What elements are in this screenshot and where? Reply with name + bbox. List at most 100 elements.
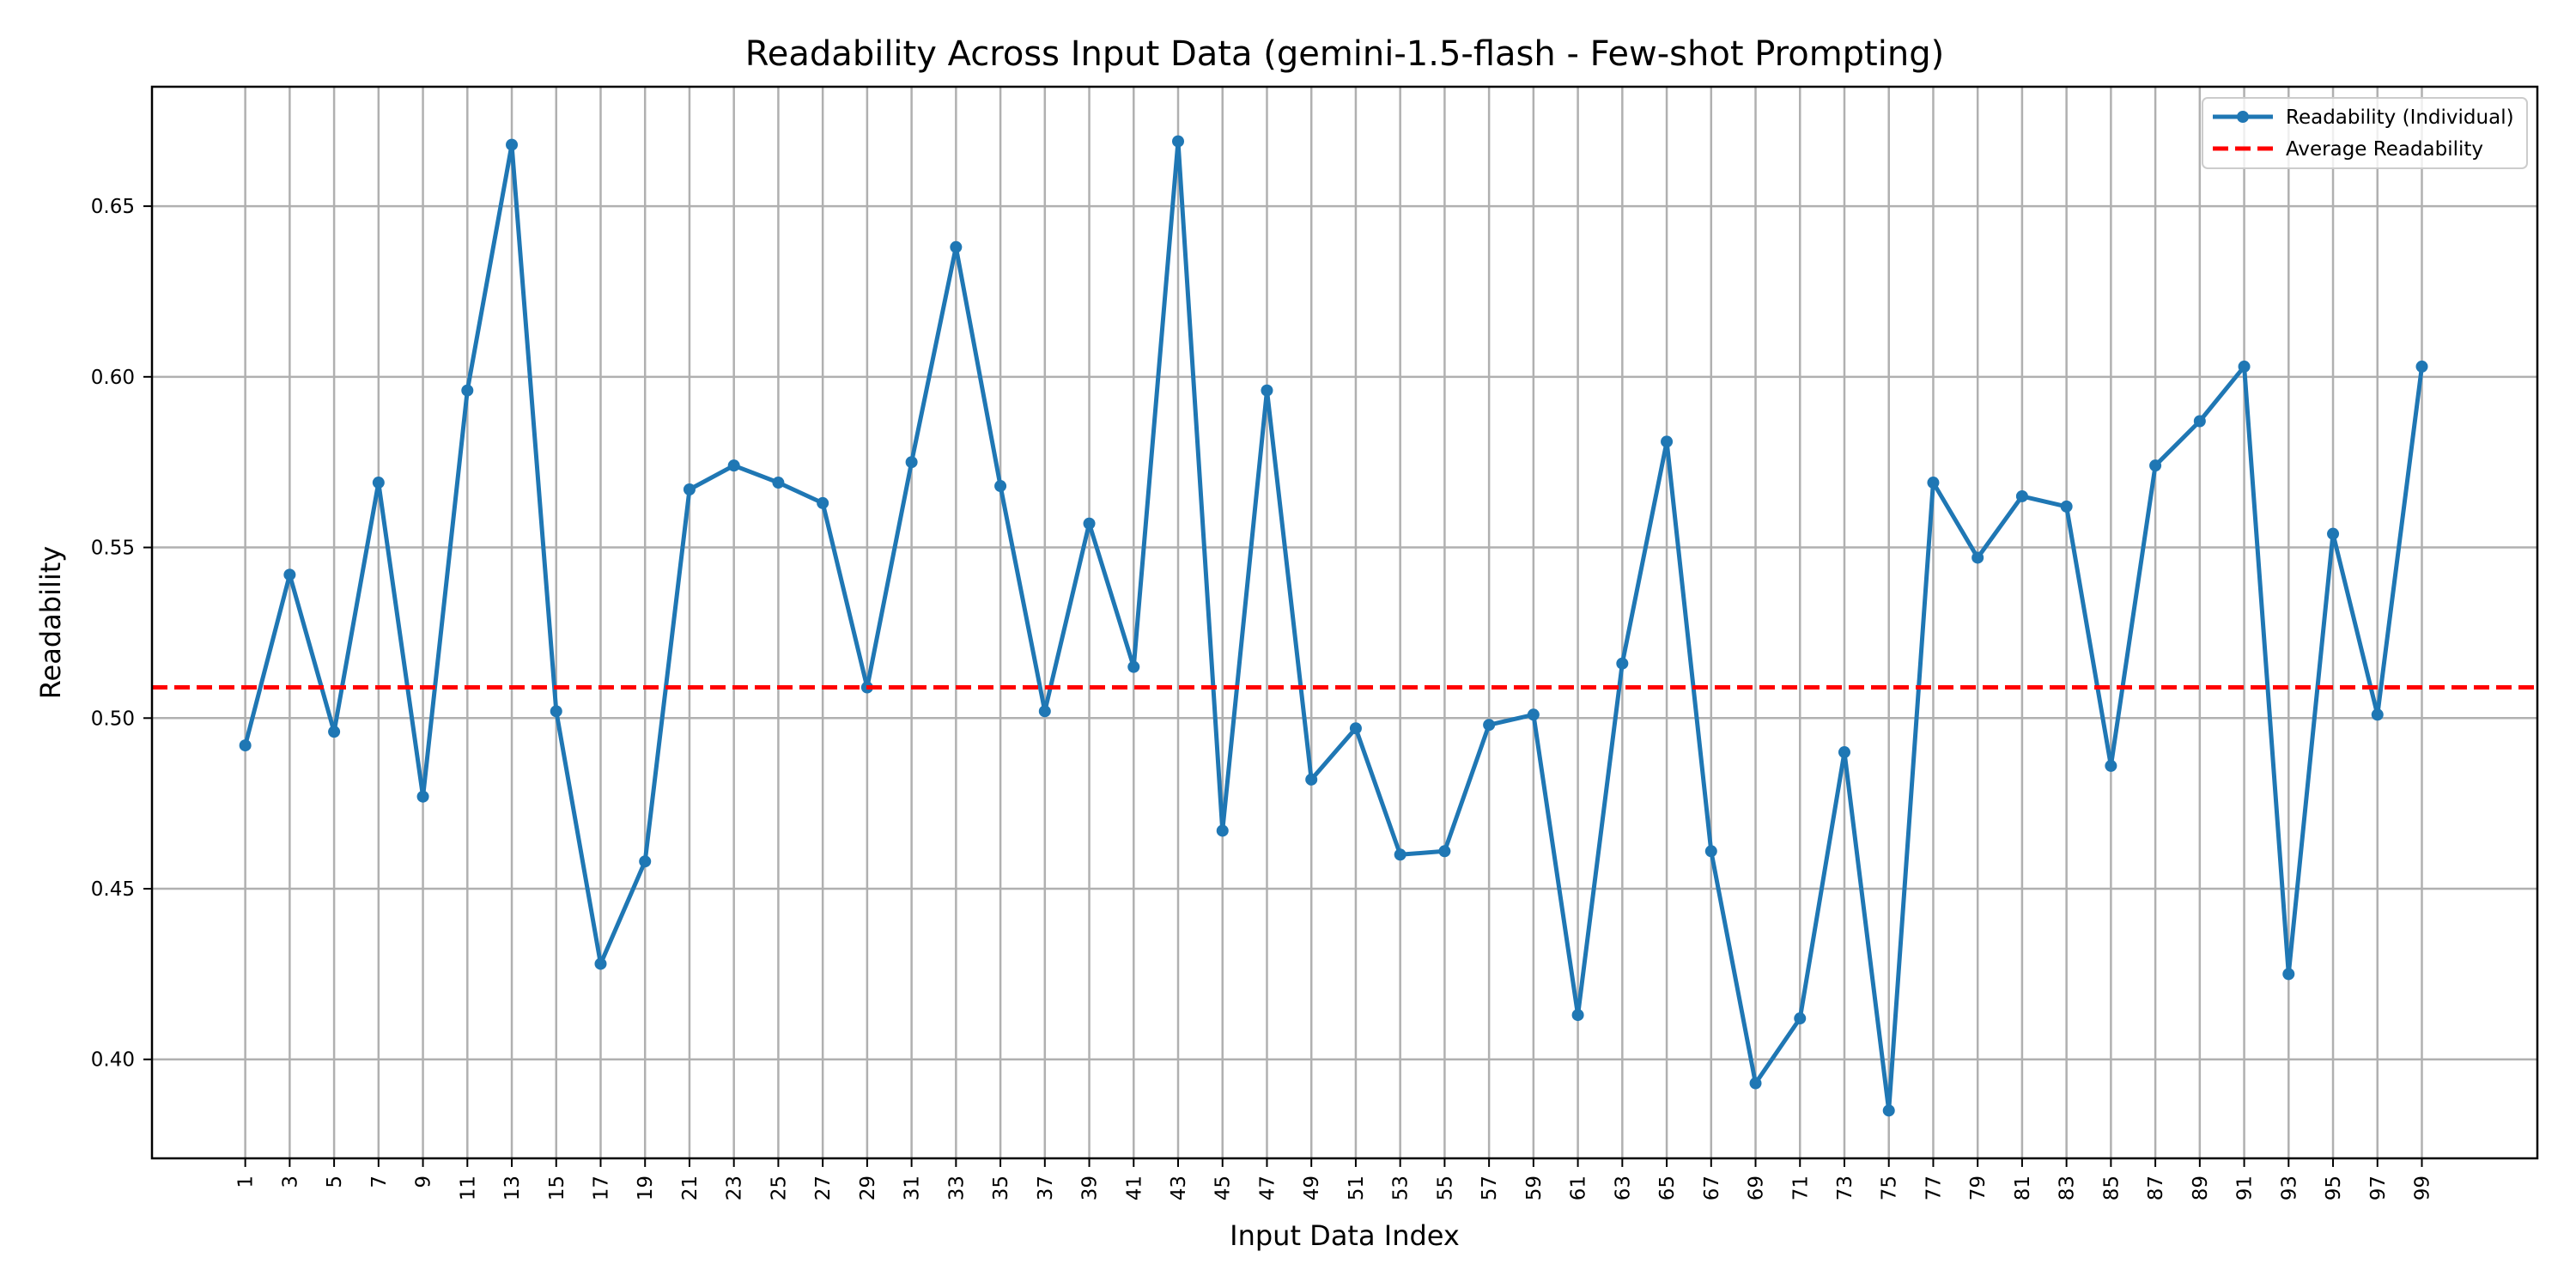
data-point bbox=[817, 496, 829, 509]
x-tick-label: 3 bbox=[279, 1176, 301, 1188]
legend: Readability (Individual) Average Readabi… bbox=[2202, 97, 2528, 169]
x-tick-label: 85 bbox=[2100, 1176, 2123, 1200]
x-tick-label: 21 bbox=[679, 1176, 702, 1200]
data-point bbox=[2238, 360, 2251, 373]
x-axis-ticks: 1 3 5 7 9 11 13 15 17 19 21 23 25 27 29 31 33 35 37 39 41 43 4… bbox=[235, 1158, 2433, 1200]
legend-label-average: Average Readability bbox=[2286, 138, 2483, 161]
data-point bbox=[1749, 1077, 1762, 1090]
data-point bbox=[1261, 384, 1273, 397]
data-point bbox=[239, 739, 252, 752]
data-point bbox=[1616, 657, 1629, 670]
x-tick-label: 7 bbox=[368, 1176, 391, 1188]
x-tick-label: 75 bbox=[1879, 1176, 1901, 1200]
data-point bbox=[416, 790, 429, 803]
data-point bbox=[1349, 722, 1362, 735]
x-tick-label: 5 bbox=[324, 1176, 346, 1188]
data-point bbox=[1794, 1012, 1807, 1025]
series-line-readability bbox=[243, 139, 2424, 1113]
x-tick-label: 91 bbox=[2234, 1176, 2257, 1200]
data-point bbox=[506, 138, 519, 151]
x-tick-label: 23 bbox=[724, 1176, 746, 1200]
x-tick-label: 53 bbox=[1390, 1176, 1413, 1200]
x-tick-label: 49 bbox=[1301, 1176, 1323, 1200]
x-tick-label: 15 bbox=[546, 1176, 568, 1200]
x-tick-label: 37 bbox=[1035, 1176, 1057, 1200]
data-point bbox=[1394, 848, 1406, 861]
x-tick-label: 67 bbox=[1701, 1176, 1723, 1200]
data-point bbox=[1172, 135, 1185, 148]
x-tick-label: 9 bbox=[413, 1176, 435, 1188]
x-tick-label: 71 bbox=[1789, 1176, 1812, 1200]
x-tick-label: 11 bbox=[457, 1176, 479, 1200]
y-axis-ticks: 0.40 0.45 0.50 0.55 0.60 0.65 bbox=[91, 196, 152, 1072]
x-tick-label: 55 bbox=[1434, 1176, 1456, 1200]
data-layer bbox=[152, 135, 2537, 1117]
data-point bbox=[683, 483, 696, 495]
data-point bbox=[905, 456, 918, 469]
x-tick-label: 93 bbox=[2278, 1176, 2300, 1200]
data-point bbox=[1704, 845, 1717, 858]
y-tick-label: 0.40 bbox=[91, 1049, 135, 1072]
data-point bbox=[1127, 660, 1140, 673]
legend-marker-readability bbox=[2237, 111, 2249, 123]
data-point bbox=[1571, 1009, 1584, 1022]
legend-box bbox=[2202, 97, 2528, 169]
x-tick-label: 31 bbox=[902, 1176, 924, 1200]
data-point bbox=[1882, 1104, 1895, 1117]
data-point bbox=[2060, 500, 2073, 513]
x-tick-label: 95 bbox=[2323, 1176, 2345, 1200]
x-tick-label: 1 bbox=[235, 1176, 258, 1188]
legend-label-readability: Readability (Individual) bbox=[2286, 106, 2514, 129]
data-point bbox=[1438, 845, 1451, 858]
x-axis-label: Input Data Index bbox=[1230, 1219, 1460, 1252]
data-point bbox=[2105, 759, 2117, 772]
x-tick-label: 57 bbox=[1479, 1176, 1501, 1200]
data-point bbox=[2149, 459, 2162, 472]
data-point bbox=[1927, 477, 1940, 489]
x-tick-label: 61 bbox=[1568, 1176, 1590, 1200]
y-tick-label: 0.55 bbox=[91, 538, 135, 560]
x-tick-label: 69 bbox=[1746, 1176, 1768, 1200]
x-tick-label: 13 bbox=[501, 1176, 524, 1200]
plot-frame bbox=[150, 85, 2539, 1160]
chart-title: Readability Across Input Data (gemini-1.… bbox=[745, 34, 1944, 74]
y-tick-label: 0.45 bbox=[91, 878, 135, 901]
x-tick-label: 63 bbox=[1612, 1176, 1634, 1200]
x-tick-label: 43 bbox=[1168, 1176, 1190, 1200]
data-point bbox=[1483, 719, 1496, 732]
data-point bbox=[950, 240, 963, 253]
data-point bbox=[2015, 489, 2028, 502]
x-tick-label: 97 bbox=[2367, 1176, 2390, 1200]
x-tick-label: 29 bbox=[857, 1176, 879, 1200]
x-tick-label: 65 bbox=[1656, 1176, 1679, 1200]
data-point bbox=[2282, 968, 2295, 981]
x-tick-label: 33 bbox=[945, 1176, 968, 1200]
data-point bbox=[1838, 746, 1850, 759]
data-point bbox=[1305, 773, 1318, 786]
x-tick-label: 41 bbox=[1123, 1176, 1145, 1200]
x-tick-label: 51 bbox=[1346, 1176, 1368, 1200]
data-point bbox=[2415, 360, 2428, 373]
data-point bbox=[594, 957, 607, 970]
data-point bbox=[2327, 527, 2340, 540]
x-tick-label: 25 bbox=[768, 1176, 790, 1200]
x-tick-label: 35 bbox=[990, 1176, 1012, 1200]
data-point bbox=[727, 459, 740, 472]
x-tick-label: 73 bbox=[1834, 1176, 1856, 1200]
x-tick-label: 19 bbox=[635, 1176, 657, 1200]
y-tick-label: 0.65 bbox=[91, 196, 135, 218]
x-tick-label: 99 bbox=[2411, 1176, 2433, 1200]
y-tick-label: 0.60 bbox=[91, 367, 135, 389]
data-point bbox=[328, 726, 341, 738]
data-point bbox=[772, 477, 785, 489]
y-axis-label: Readability bbox=[34, 546, 67, 699]
x-tick-label: 77 bbox=[1923, 1176, 1945, 1200]
data-point bbox=[1661, 435, 1674, 448]
x-tick-label: 47 bbox=[1256, 1176, 1279, 1200]
data-point bbox=[1038, 705, 1051, 718]
data-point bbox=[1527, 708, 1540, 721]
y-tick-label: 0.50 bbox=[91, 708, 135, 730]
x-tick-label: 79 bbox=[1967, 1176, 1990, 1200]
